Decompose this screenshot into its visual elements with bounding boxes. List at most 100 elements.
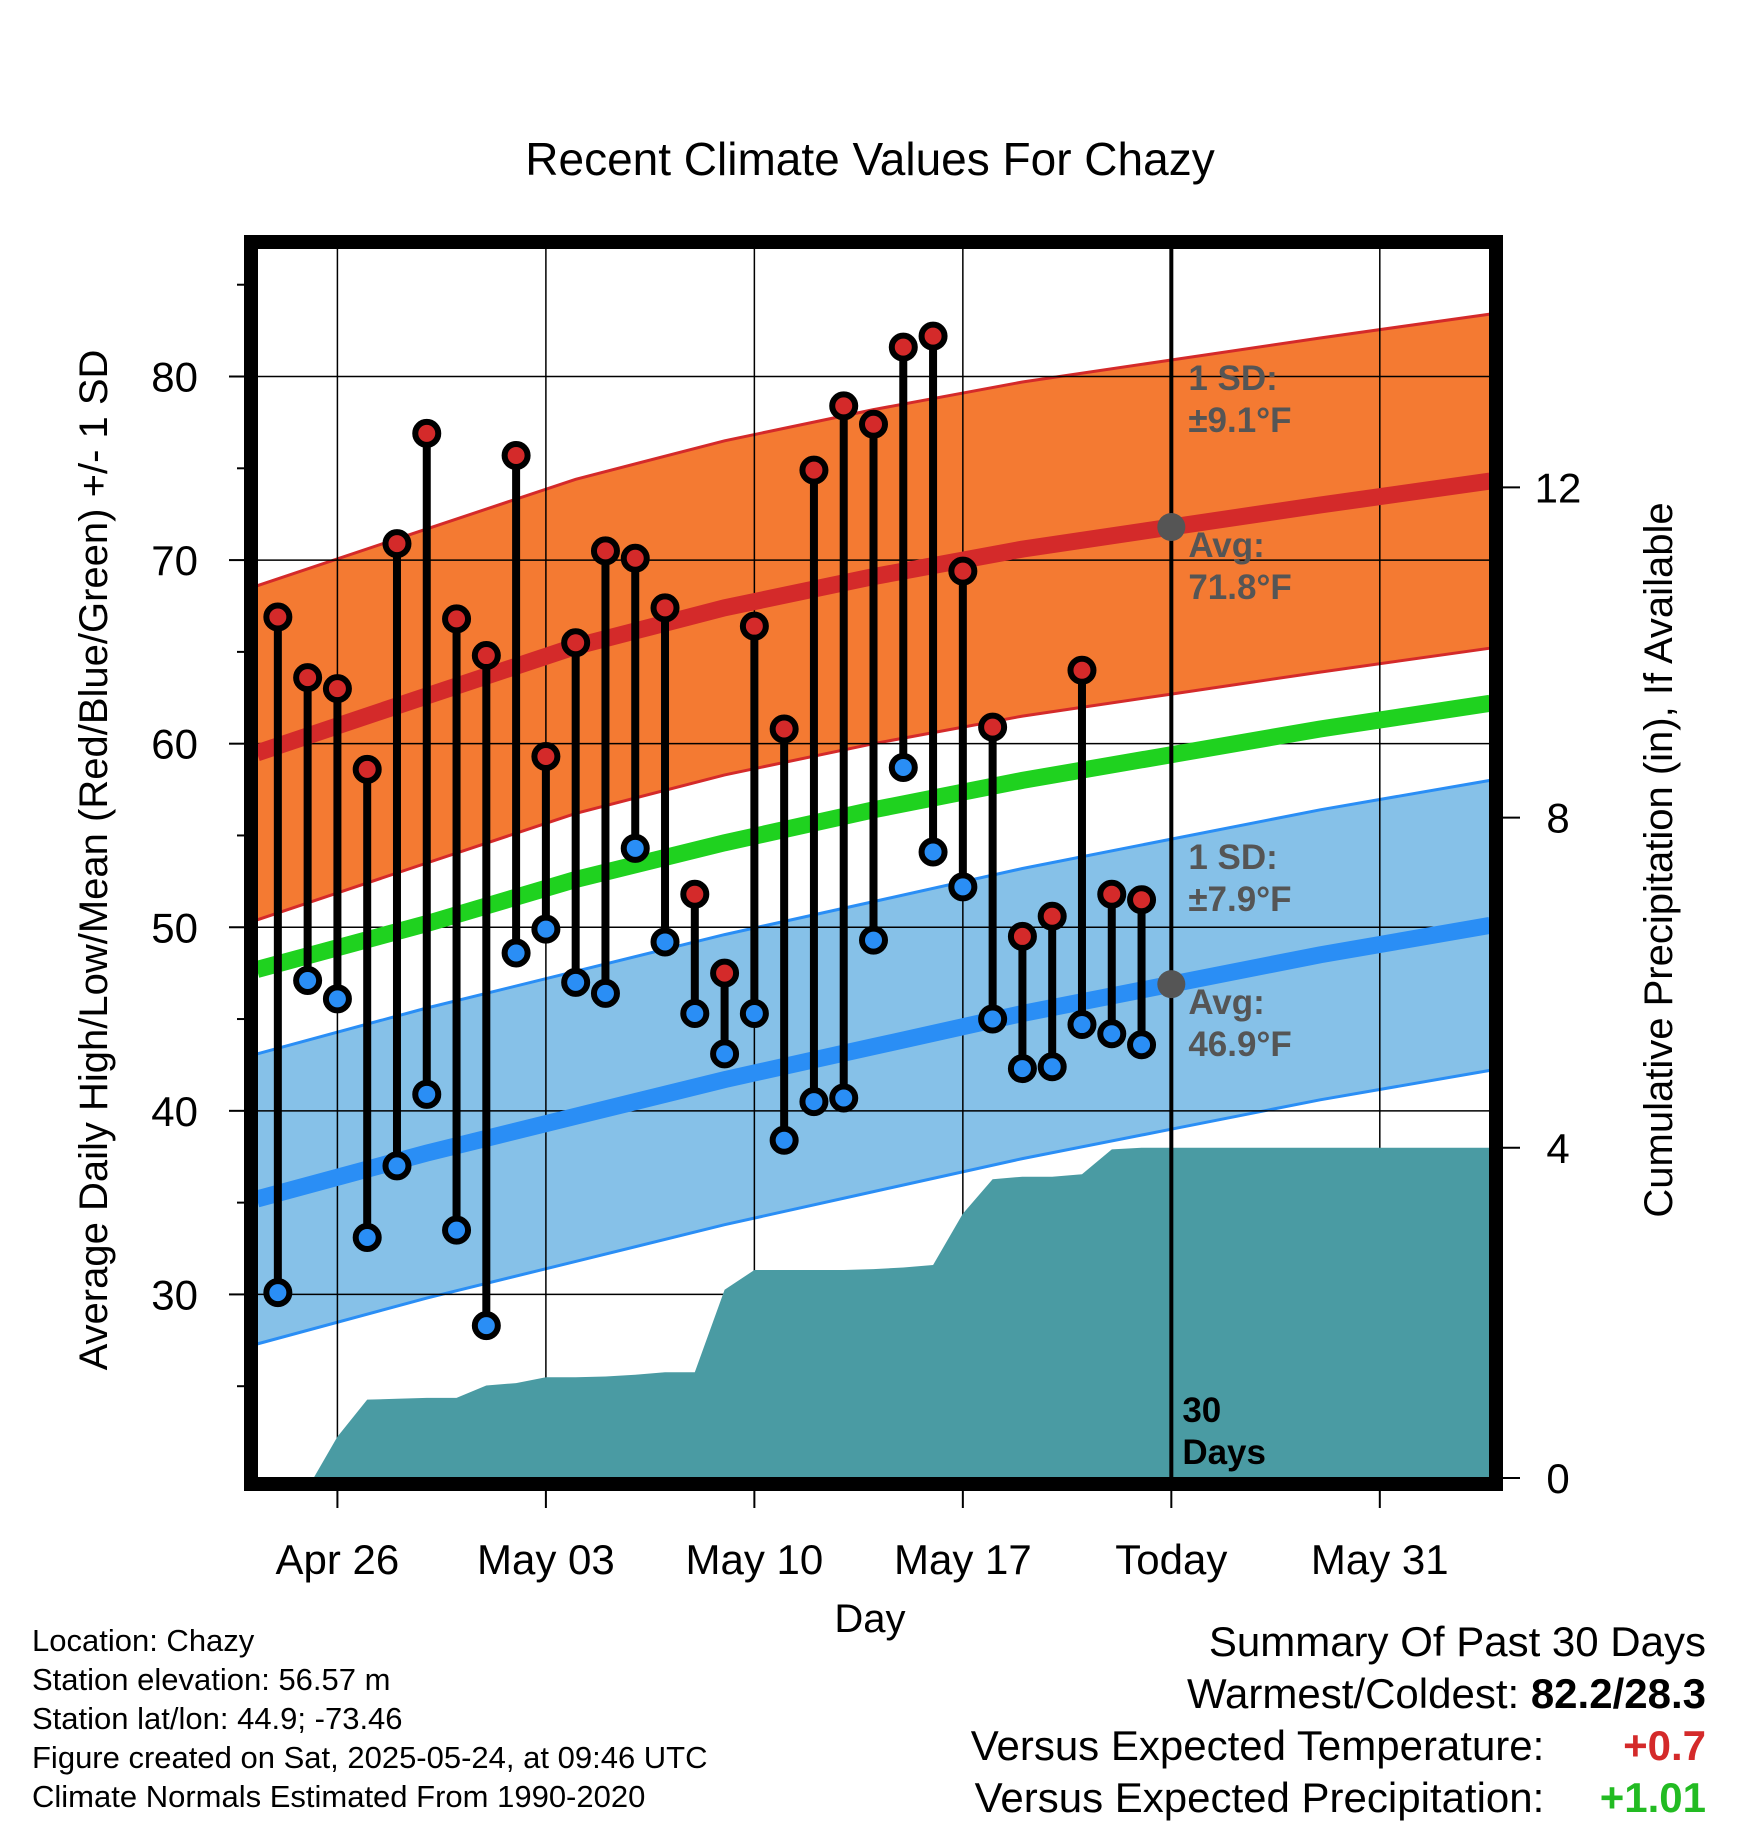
daily-high-point [859,409,888,439]
daily-high-point [888,332,918,362]
daily-low-point [799,1087,829,1117]
footer-elevation: Station elevation: 56.57 m [32,1662,391,1697]
daily-high-point [263,602,293,632]
daily-low-point [561,967,591,997]
daily-low-point [412,1079,442,1109]
daily-high-point [918,321,948,351]
daily-low-point [1097,1019,1127,1049]
y-tick-label-left: 30 [151,1271,198,1318]
daily-low-point [590,978,620,1008]
high-sd-annotation: 1 SD: ±9.1°F [1188,359,1291,440]
normal-low-lower-edge [256,1068,1491,1346]
daily-high-point [471,641,501,671]
daily-high-point [680,879,710,909]
x-tick-label: May 03 [477,1536,615,1583]
daily-low-point [680,999,710,1029]
x-tick-label: May 17 [894,1536,1032,1583]
x-tick-label: Today [1115,1536,1227,1583]
daily-low-point [1067,1010,1097,1040]
daily-high-point [829,391,859,421]
daily-low-point [382,1151,412,1181]
daily-high-point [561,628,591,658]
daily-high-point [1127,885,1157,915]
daily-low-point [471,1311,501,1341]
summary-precipitation: Versus Expected Precipitation: +1.01 [975,1774,1706,1822]
daily-high-point [352,754,382,784]
x-tick-label: May 31 [1311,1536,1449,1583]
y-tick-label-right: 4 [1546,1125,1569,1172]
normal-low-line [254,917,1492,1208]
daily-high-point [1067,655,1097,685]
normal-low-band [257,780,1490,1344]
daily-high-point [620,543,650,573]
y-tick-label-left: 40 [151,1088,198,1135]
footer-latlon: Station lat/lon: 44.9; -73.46 [32,1701,403,1736]
warm-cold-label: Warmest/Coldest: [1186,1670,1520,1717]
daily-high-point [739,611,769,641]
daily-high-point [293,663,323,693]
low-sd-annotation: 1 SD: ±7.9°F [1188,838,1291,919]
daily-low-point [769,1125,799,1155]
x-axis-label: Day [834,1597,905,1641]
precip-label: Versus Expected Precipitation: [974,1774,1545,1821]
daily-high-point [382,529,412,559]
daily-high-point [590,536,620,566]
low-avg-annotation: Avg: 46.9°F [1188,983,1292,1064]
daily-high-point [710,958,740,988]
y-tick-label-left: 50 [151,904,198,951]
daily-high-point [948,556,978,586]
daily-low-point [1007,1054,1037,1084]
daily-low-point [710,1039,740,1069]
daily-high-point [799,455,829,485]
warm-cold-value: 82.2/28.3 [1530,1670,1706,1717]
temp-value: +0.7 [1623,1722,1706,1769]
daily-high-point [650,593,680,623]
daily-low-point [620,833,650,863]
daily-high-point [412,418,442,448]
daily-low-point [739,999,769,1029]
y-axis-label-right: Cumulative Precipitation (in), If Availa… [1637,502,1681,1217]
daily-high-point [531,742,561,772]
today-low-avg-marker [1157,970,1186,999]
daily-high-point [501,440,531,470]
daily-low-point [501,938,531,968]
precip-area [257,1147,1490,1478]
plot-frame [244,235,1503,1491]
normal-high-upper-edge [256,312,1491,588]
daily-low-point [531,914,561,944]
y-tick-label-right: 12 [1535,464,1582,511]
x-tick-label: May 10 [686,1536,824,1583]
y-tick-label-left: 80 [151,354,198,401]
footer-normals: Climate Normals Estimated From 1990-2020 [32,1779,646,1814]
y-tick-label-right: 8 [1546,795,1569,842]
daily-low-point [948,872,978,902]
daily-low-point [352,1223,382,1253]
today-high-avg-marker [1157,513,1186,542]
daily-low-point [859,925,888,955]
daily-low-point [888,753,918,783]
summary-temperature: Versus Expected Temperature: +0.7 [971,1722,1706,1770]
daily-high-point [1097,879,1127,909]
y-tick-label-right: 0 [1546,1455,1569,1502]
period-annotation: 30 Days [1182,1391,1266,1472]
chart-title: Recent Climate Values For Chazy [525,133,1214,185]
y-axis-label-left: Average Daily High/Low/Mean (Red/Blue/Gr… [72,350,116,1371]
daily-low-point [293,965,323,995]
daily-high-point [322,674,352,704]
daily-high-point [769,714,799,744]
y-tick-label-left: 70 [151,537,198,584]
daily-low-point [650,927,680,957]
footer-created: Figure created on Sat, 2025-05-24, at 09… [32,1740,708,1775]
daily-low-point [1127,1030,1157,1060]
daily-low-point [829,1083,859,1113]
daily-high-point [1007,921,1037,951]
daily-low-point [1037,1052,1067,1082]
y-tick-label-left: 60 [151,721,198,768]
high-avg-annotation: Avg: 71.8°F [1188,526,1292,607]
temp-label: Versus Expected Temperature: [970,1722,1545,1769]
summary-warm-cold: Warmest/Coldest: 82.2/28.3 [1187,1670,1706,1718]
daily-high-point [1037,901,1067,931]
daily-high-point [442,604,472,634]
x-tick-label: Apr 26 [276,1536,400,1583]
